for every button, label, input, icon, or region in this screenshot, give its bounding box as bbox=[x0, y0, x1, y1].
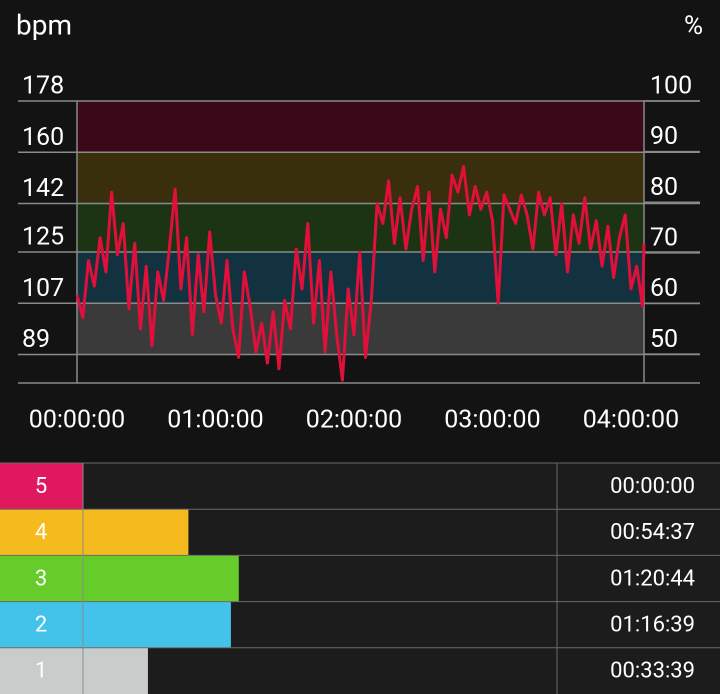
y2-tick-label: 70 bbox=[650, 223, 678, 252]
x-tick-label: 00:00:00 bbox=[29, 406, 125, 435]
y-tick-label: 160 bbox=[22, 123, 64, 152]
x-tick-label: 03:00:00 bbox=[444, 406, 540, 435]
y-tick-label: 89 bbox=[22, 325, 50, 354]
y-tick-label: 107 bbox=[22, 274, 64, 303]
x-tick-label: 01:00:00 bbox=[167, 406, 263, 435]
x-tick-label: 04:00:00 bbox=[583, 406, 679, 435]
heart-rate-line bbox=[75, 165, 646, 382]
zone-label-cell bbox=[0, 601, 83, 648]
zone-bar bbox=[83, 509, 189, 556]
zone-time: 01:20:44 bbox=[610, 566, 695, 591]
zone-bar bbox=[83, 647, 148, 694]
y2-tick-label: 100 bbox=[650, 72, 692, 101]
zone-time: 00:54:37 bbox=[610, 520, 695, 545]
y-axis-label: bpm bbox=[16, 8, 72, 41]
y2-tick-label: 50 bbox=[650, 325, 678, 354]
zone-band bbox=[77, 101, 644, 153]
zone-number: 3 bbox=[35, 566, 47, 591]
y2-tick-label: 90 bbox=[650, 122, 678, 151]
zone-number: 4 bbox=[35, 520, 47, 545]
zone-number: 5 bbox=[35, 474, 47, 499]
zone-bar bbox=[83, 601, 231, 648]
zone-row bbox=[0, 463, 720, 510]
zone-label-cell bbox=[0, 555, 83, 602]
zone-band bbox=[77, 303, 644, 355]
y2-axis-label: % bbox=[684, 11, 703, 41]
zone-number: 2 bbox=[35, 613, 47, 638]
y2-tick-label: 60 bbox=[650, 274, 678, 303]
zone-time: 00:00:00 bbox=[610, 474, 695, 499]
x-tick-label: 02:00:00 bbox=[306, 406, 402, 435]
zone-label-cell bbox=[0, 647, 83, 694]
y-tick-label: 178 bbox=[22, 72, 64, 101]
y-tick-label: 142 bbox=[22, 174, 64, 203]
zone-time: 00:33:39 bbox=[610, 659, 695, 684]
zone-label-cell bbox=[0, 463, 83, 510]
zone-bar bbox=[83, 555, 239, 602]
zone-number: 1 bbox=[35, 659, 47, 684]
zone-label-cell bbox=[0, 509, 83, 556]
zone-band bbox=[77, 152, 644, 204]
zone-time: 01:16:39 bbox=[610, 613, 695, 638]
y-tick-label: 125 bbox=[22, 223, 64, 252]
y2-tick-label: 80 bbox=[650, 173, 678, 202]
